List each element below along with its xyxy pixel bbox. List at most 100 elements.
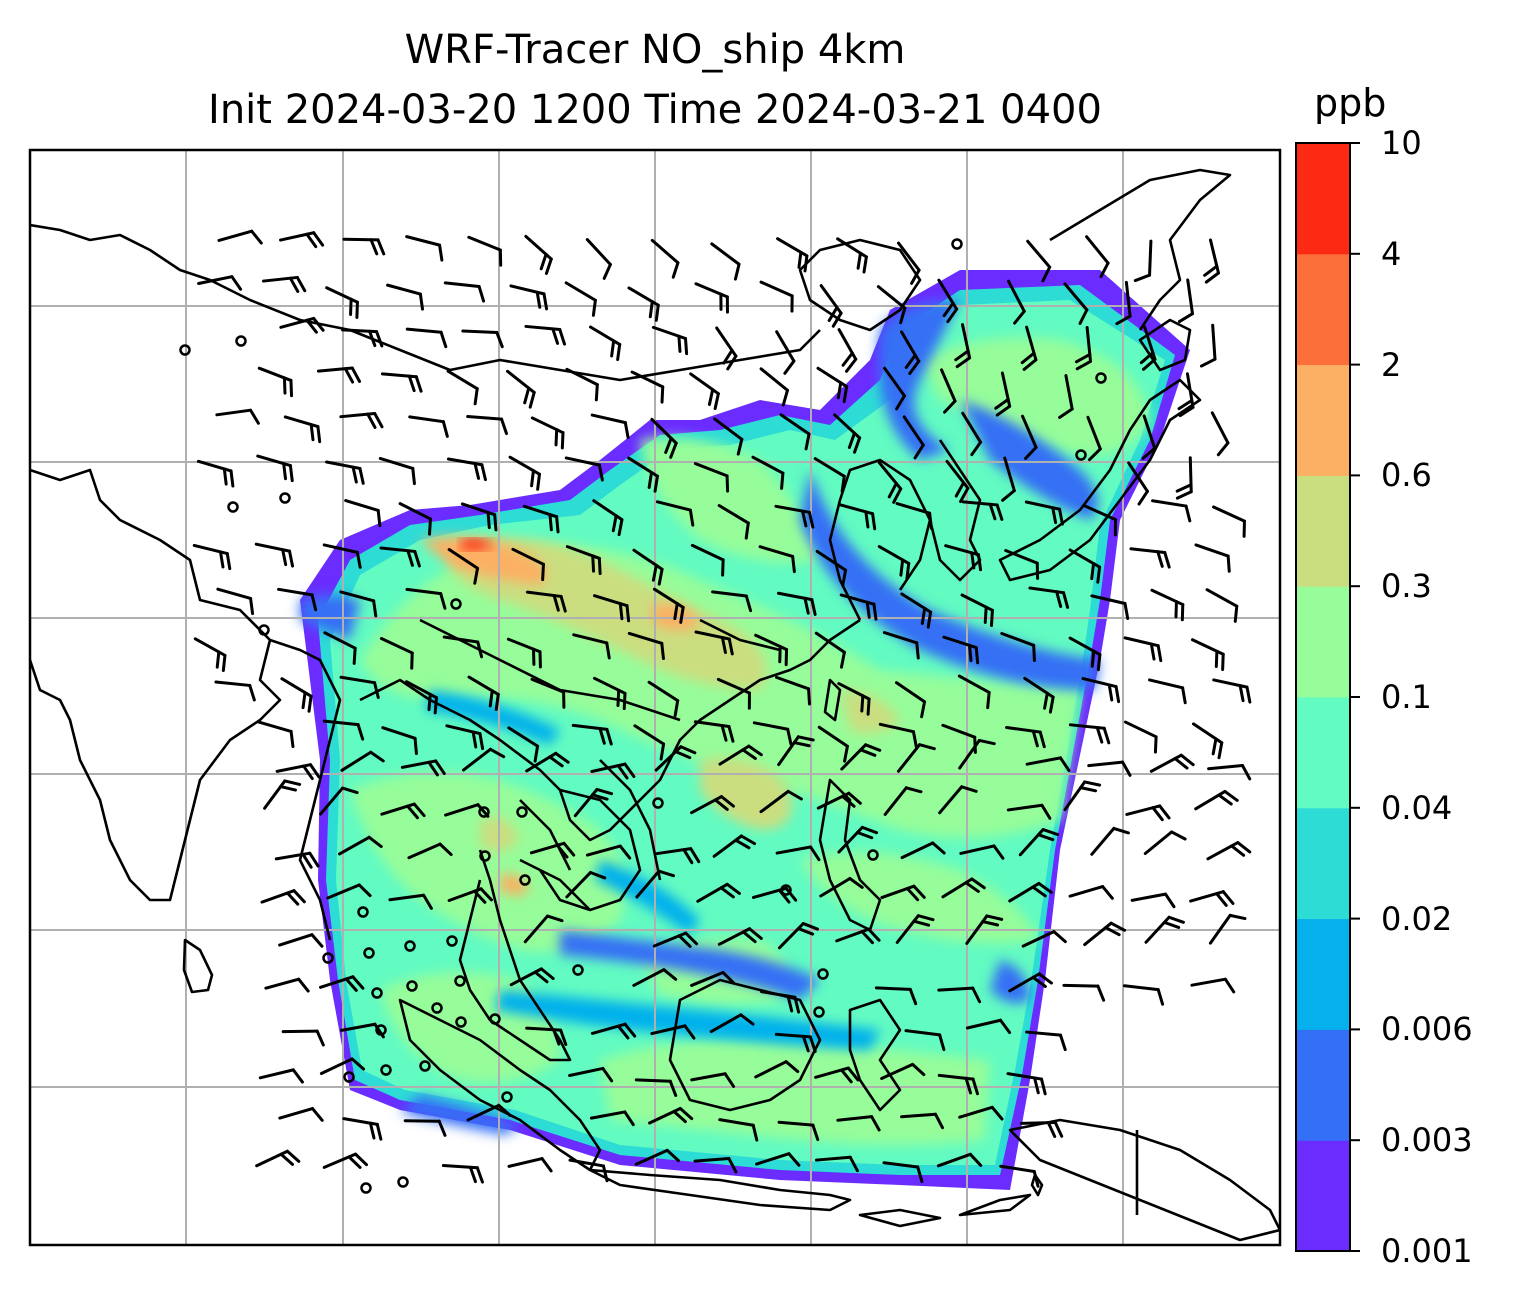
wind-barb-icon bbox=[275, 763, 321, 781]
wind-barb-icon bbox=[717, 504, 750, 540]
wind-barb-icon bbox=[379, 546, 421, 568]
wind-barb-icon bbox=[340, 750, 385, 772]
calm-circle-icon bbox=[406, 980, 418, 992]
wind-barb-icon bbox=[709, 1013, 755, 1034]
coastline-indochina bbox=[359, 618, 861, 842]
wind-barb-icon bbox=[882, 1161, 924, 1184]
wind-barb-icon bbox=[961, 500, 1004, 521]
wind-barb-icon bbox=[444, 803, 490, 818]
wind-barb-icon bbox=[751, 455, 785, 490]
wind-barb-icon bbox=[895, 914, 935, 944]
wind-barb-icon bbox=[759, 367, 789, 407]
wind-barb-icon bbox=[650, 1024, 696, 1040]
wind-barb-icon bbox=[256, 720, 295, 749]
wind-barb-icon bbox=[632, 968, 678, 987]
wind-barb-icon bbox=[1086, 415, 1102, 462]
wind-barb-icon bbox=[508, 455, 541, 491]
wind-barb-icon bbox=[447, 887, 493, 904]
wind-barb-icon bbox=[836, 1115, 881, 1132]
wind-barb-icon bbox=[711, 590, 753, 613]
wind-barb-icon bbox=[590, 762, 636, 780]
calm-circle-icon bbox=[380, 1064, 392, 1076]
wind-barb-icon bbox=[254, 542, 295, 568]
wind-barb-icon bbox=[775, 845, 821, 862]
wind-barb-icon bbox=[1019, 1120, 1064, 1138]
wind-barb-icon bbox=[655, 847, 701, 865]
calm-circle-icon bbox=[363, 947, 375, 959]
wind-barb-icon bbox=[1000, 631, 1036, 662]
wind-barb-icon bbox=[215, 408, 260, 425]
wind-barb-icon bbox=[937, 986, 982, 1004]
wind-barb-icon bbox=[1194, 543, 1231, 573]
wind-barb-icon bbox=[278, 1107, 324, 1122]
wind-barb-icon bbox=[774, 504, 815, 529]
wind-barb-icon bbox=[326, 883, 372, 900]
wind-barb-icon bbox=[696, 882, 741, 903]
wind-barb-icon bbox=[835, 927, 881, 945]
chart-title-line2: Init 2024-03-20 1200 Time 2024-03-21 040… bbox=[208, 87, 1102, 133]
wind-barb-icon bbox=[1133, 239, 1153, 283]
wind-barb-icon bbox=[900, 592, 933, 629]
wind-barb-icon bbox=[896, 241, 921, 285]
wind-barb-icon bbox=[1212, 678, 1252, 704]
coastline-sri-lanka bbox=[182, 938, 214, 994]
wind-barb-icon bbox=[571, 723, 613, 746]
coastline-korea bbox=[928, 439, 982, 582]
field-low-bands bbox=[300, 300, 1100, 1135]
wind-barb-icon bbox=[777, 922, 819, 950]
wind-barb-icon bbox=[378, 456, 416, 486]
wind-barb-icon bbox=[690, 1072, 736, 1088]
coastline-hokkaido bbox=[1138, 318, 1192, 372]
colorbar-tick-label: 2 bbox=[1381, 345, 1402, 384]
wind-barb-icon bbox=[1023, 676, 1055, 714]
wind-barb-icon bbox=[839, 593, 878, 621]
wind-barb-icon bbox=[634, 1148, 680, 1166]
calm-circle-icon bbox=[454, 975, 466, 987]
wind-barb-icon bbox=[876, 285, 907, 325]
calm-circle-icon bbox=[446, 935, 458, 947]
wind-barb-icon bbox=[774, 1032, 817, 1053]
coastline-india bbox=[30, 468, 282, 902]
wind-barb-icon bbox=[775, 330, 796, 375]
wind-barb-icon bbox=[833, 413, 862, 454]
wind-barb-icon bbox=[652, 587, 685, 624]
wind-barb-icon bbox=[1139, 325, 1157, 371]
wind-barb-icon bbox=[380, 802, 426, 820]
wind-barb-icon bbox=[944, 544, 983, 572]
wind-barb-icon bbox=[255, 1149, 301, 1168]
wind-barb-icon bbox=[1150, 588, 1185, 622]
wind-barb-icon bbox=[630, 370, 665, 404]
wind-barb-icon bbox=[754, 633, 789, 667]
wind-barb-icon bbox=[941, 877, 986, 899]
wind-barb-icon bbox=[400, 759, 446, 777]
wind-barb-icon bbox=[874, 986, 918, 1006]
calm-circle-icon bbox=[279, 492, 291, 504]
wind-barb-icon bbox=[323, 631, 357, 665]
wind-barb-icon bbox=[877, 461, 903, 504]
wind-barb-icon bbox=[936, 1152, 983, 1168]
wind-barb-icon bbox=[509, 967, 555, 987]
wind-barb-icon bbox=[635, 869, 676, 899]
wind-barb-icon bbox=[506, 637, 542, 669]
calm-circle-icon bbox=[227, 501, 239, 513]
coastline-borneo bbox=[668, 978, 822, 1112]
calm-circle-icon bbox=[867, 849, 879, 861]
wind-barb-icon bbox=[592, 594, 631, 623]
calm-circle-icon bbox=[489, 1013, 501, 1025]
wind-barb-icon bbox=[216, 587, 255, 616]
wind-barb-icon bbox=[256, 454, 294, 483]
coastline-lesser-sunda bbox=[858, 1208, 942, 1228]
colorbar-tick-label: 0.003 bbox=[1381, 1121, 1473, 1160]
wind-barb-icon bbox=[1190, 638, 1225, 671]
wind-barb-icon bbox=[1008, 881, 1053, 903]
wind-barb-icon bbox=[632, 548, 664, 586]
wind-barb-icon bbox=[716, 677, 751, 710]
wind-barb-icon bbox=[1024, 500, 1064, 526]
wind-barb-icon bbox=[1008, 972, 1053, 993]
map-frame bbox=[28, 148, 1282, 1247]
wind-barb-icon bbox=[573, 787, 614, 818]
calm-circle-icon bbox=[479, 850, 491, 862]
coastline-china-east bbox=[828, 458, 932, 621]
wind-barb-icon bbox=[633, 724, 666, 761]
wind-barb-icon bbox=[283, 415, 322, 444]
